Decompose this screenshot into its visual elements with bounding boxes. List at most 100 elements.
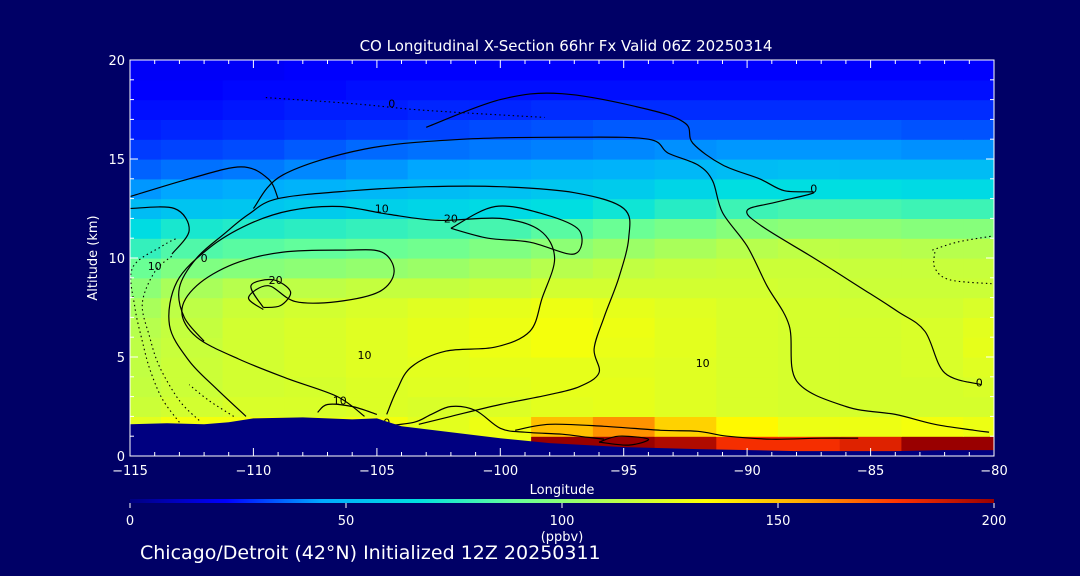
field-cell <box>407 357 470 378</box>
field-cell <box>654 218 717 239</box>
y-tick-label: 15 <box>108 153 125 168</box>
field-cell <box>469 60 532 81</box>
field-cell <box>346 238 409 259</box>
location-caption: Chicago/Detroit (42°N) Initialized 12Z 2… <box>140 542 601 564</box>
field-cell <box>592 99 656 120</box>
field-cell <box>284 218 347 239</box>
field-cell <box>839 178 902 200</box>
field-cell <box>407 277 470 299</box>
field-cell <box>469 297 532 318</box>
field-cell <box>346 119 409 140</box>
field-cell <box>901 396 964 417</box>
field-cell <box>160 297 224 318</box>
field-cell <box>839 416 902 437</box>
field-cell <box>778 139 841 160</box>
field-cell <box>469 258 532 279</box>
field-cell <box>130 119 162 140</box>
field-cell <box>901 297 964 318</box>
field-cell <box>839 238 902 259</box>
field-cell <box>222 258 285 279</box>
contour-line <box>450 205 583 255</box>
field-cell <box>778 198 841 219</box>
plot-area: 0010200102010100100 <box>130 60 994 456</box>
field-cell <box>284 337 347 358</box>
field-cell <box>778 119 841 140</box>
x-axis: −115 −110 −105 −100 −95 −90 −85 −80 <box>112 60 1008 479</box>
field-cell <box>531 99 594 120</box>
field-cell <box>284 198 347 219</box>
field-cell <box>130 198 162 219</box>
field-cell <box>778 99 841 120</box>
field-cell <box>654 337 717 358</box>
field-cell <box>531 198 594 219</box>
field-cell <box>160 159 224 180</box>
field-cell <box>346 337 409 358</box>
field-cell <box>469 119 532 140</box>
field-cell <box>901 277 964 299</box>
x-axis-label: Longitude <box>530 483 595 498</box>
field-cell <box>222 178 285 200</box>
field-cell <box>778 258 841 279</box>
field-cell <box>407 198 470 219</box>
field-cell <box>716 79 779 101</box>
field-cell <box>778 159 841 180</box>
field-cell <box>407 337 470 358</box>
field-cell <box>901 357 964 378</box>
field-cell <box>284 238 347 259</box>
field-cell <box>346 139 409 160</box>
field-cell <box>531 416 594 437</box>
contour-line-negative <box>265 97 545 118</box>
x-tick-label: −85 <box>857 464 884 479</box>
field-cell <box>284 277 347 299</box>
field-cell <box>407 79 470 101</box>
x-tick-label: −115 <box>112 464 148 479</box>
field-cell <box>407 60 470 81</box>
field-cell <box>346 376 409 398</box>
field-cell <box>901 79 964 101</box>
field-cell <box>839 277 902 299</box>
field-cell <box>592 119 656 140</box>
colorbar-bar <box>130 499 994 503</box>
field-cell <box>346 258 409 279</box>
field-cell <box>778 178 841 200</box>
field-cell <box>901 258 964 279</box>
field-cell <box>716 139 779 160</box>
field-cell <box>592 218 656 239</box>
field-cell <box>839 297 902 318</box>
field-cell <box>222 139 285 160</box>
field-cell <box>222 317 285 338</box>
field-cell <box>716 60 779 81</box>
field-cell <box>531 297 594 318</box>
field-cell <box>469 159 532 180</box>
field-cell <box>839 436 902 456</box>
field-cell <box>130 218 162 239</box>
field-cell <box>346 159 409 180</box>
field-cell <box>963 79 994 101</box>
field-cell <box>407 238 470 259</box>
field-cell <box>716 396 779 417</box>
field-cell <box>654 60 717 81</box>
contour-line-negative <box>932 235 992 251</box>
field-cell <box>716 416 779 437</box>
x-tick-label: −90 <box>733 464 760 479</box>
field-cell <box>654 297 717 318</box>
field-cell <box>160 60 224 81</box>
field-cell <box>284 258 347 279</box>
field-cell <box>160 258 224 279</box>
field-cell <box>963 178 994 200</box>
field-cell <box>592 357 656 378</box>
field-cell <box>346 277 409 299</box>
field-cell <box>963 159 994 180</box>
contour-label: 10 <box>696 357 710 370</box>
field-cell <box>160 396 224 417</box>
x-tick-label: −110 <box>236 464 272 479</box>
contour-label: 20 <box>444 212 458 225</box>
contour-label: 0 <box>201 252 208 265</box>
field-cell <box>130 159 162 180</box>
field-cell <box>346 218 409 239</box>
chart-title: CO Longitudinal X-Section 66hr Fx Valid … <box>360 37 773 55</box>
field-cell <box>284 60 347 81</box>
field-cell <box>716 198 779 219</box>
field-cell <box>839 218 902 239</box>
